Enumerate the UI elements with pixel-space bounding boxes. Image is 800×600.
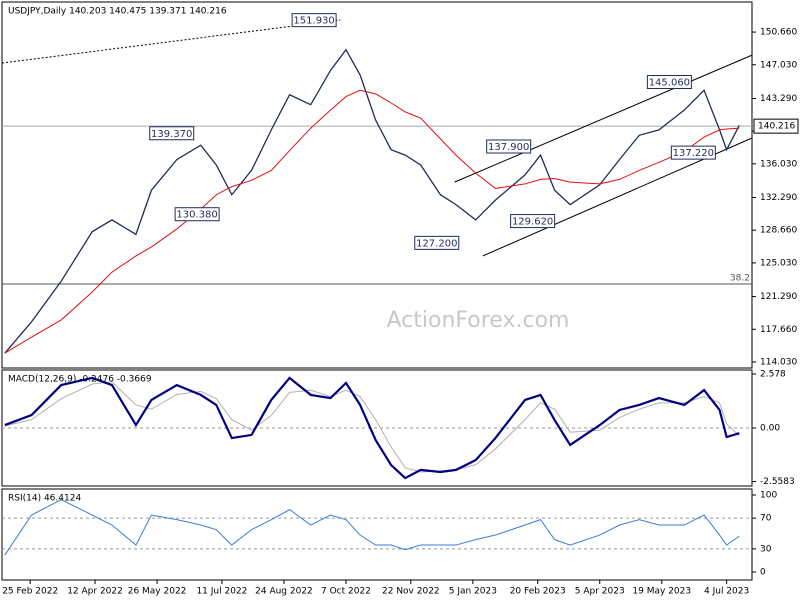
y-tick-label: 128.660	[760, 226, 797, 236]
series-line	[4, 499, 740, 556]
y-tick-label: 2.578	[760, 370, 786, 380]
x-tick-label: 12 Apr 2022	[67, 587, 123, 597]
x-tick-label: 25 Feb 2022	[2, 587, 58, 597]
x-tick-label: 11 Jul 2022	[196, 587, 247, 597]
x-tick-label: 24 Aug 2022	[255, 587, 313, 597]
y-tick-label: 0.00	[760, 424, 780, 434]
x-tick-label: 5 Apr 2023	[575, 587, 625, 597]
price-annotation	[149, 126, 195, 141]
y-tick-label: 147.030	[760, 60, 797, 70]
price-panel	[1, 1, 753, 369]
x-tick-label: 20 Feb 2023	[510, 587, 566, 597]
price-annotation-label: 127.200	[416, 238, 457, 249]
y-tick-label: 114.030	[760, 357, 797, 367]
price-annotation-label: 145.060	[649, 78, 690, 89]
series-line	[4, 89, 740, 354]
price-annotation	[414, 235, 460, 250]
price-annotation-label: 137.900	[488, 142, 529, 153]
price-annotation-label: 151.930	[293, 16, 334, 27]
panel-title: MACD(12,26,9) -0.2476 -0.3669	[8, 375, 152, 385]
last-price-label: 140.216	[758, 122, 795, 132]
x-tick-label: 26 May 2022	[128, 587, 187, 597]
price-annotation-label: 139.370	[151, 129, 192, 140]
price-annotation-label: 137.220	[673, 148, 714, 159]
x-tick-label: 5 Jan 2023	[449, 587, 497, 597]
last-price-box	[753, 118, 799, 134]
trend-line	[454, 54, 753, 183]
series-line	[4, 48, 740, 354]
price-annotation-label: 130.380	[176, 210, 217, 221]
y-tick-label: 70	[760, 514, 772, 524]
y-tick-label: 30	[760, 544, 772, 554]
rsi-panel	[1, 488, 753, 581]
price-annotation	[510, 214, 556, 229]
price-annotation	[670, 145, 716, 160]
y-tick-label: 150.660	[760, 28, 797, 38]
price-annotation	[646, 75, 692, 90]
price-annotation-label: 129.620	[512, 217, 553, 228]
x-tick-label: 19 May 2023	[632, 587, 691, 597]
y-tick-label: 143.290	[760, 94, 797, 104]
y-tick-label: 100	[760, 491, 777, 501]
y-tick-label: 117.660	[760, 325, 797, 335]
series-line	[4, 376, 740, 480]
watermark: ActionForex.com	[387, 308, 570, 333]
y-tick-label: 0	[760, 567, 766, 577]
y-tick-label: 125.030	[760, 258, 797, 268]
series-line	[4, 381, 740, 473]
y-tick-label: 136.030	[760, 159, 797, 169]
x-tick-label: 4 Jul 2023	[704, 587, 749, 597]
y-tick-label: 132.290	[760, 193, 797, 203]
fibo-label: 38.2	[730, 273, 750, 283]
x-tick-label: 7 Oct 2022	[321, 587, 371, 597]
panel-title: USDJPY,Daily 140.203 140.475 139.371 140…	[8, 7, 227, 17]
x-tick-label: 22 Nov 2022	[382, 587, 440, 597]
price-annotation	[486, 139, 532, 154]
y-tick-label: -2.5583	[760, 477, 795, 487]
trend-line	[1, 19, 341, 64]
price-annotation	[174, 207, 220, 222]
y-tick-label: 121.290	[760, 292, 797, 302]
price-annotation	[291, 13, 337, 28]
panel-title: RSI(14) 46.4124	[8, 494, 81, 504]
